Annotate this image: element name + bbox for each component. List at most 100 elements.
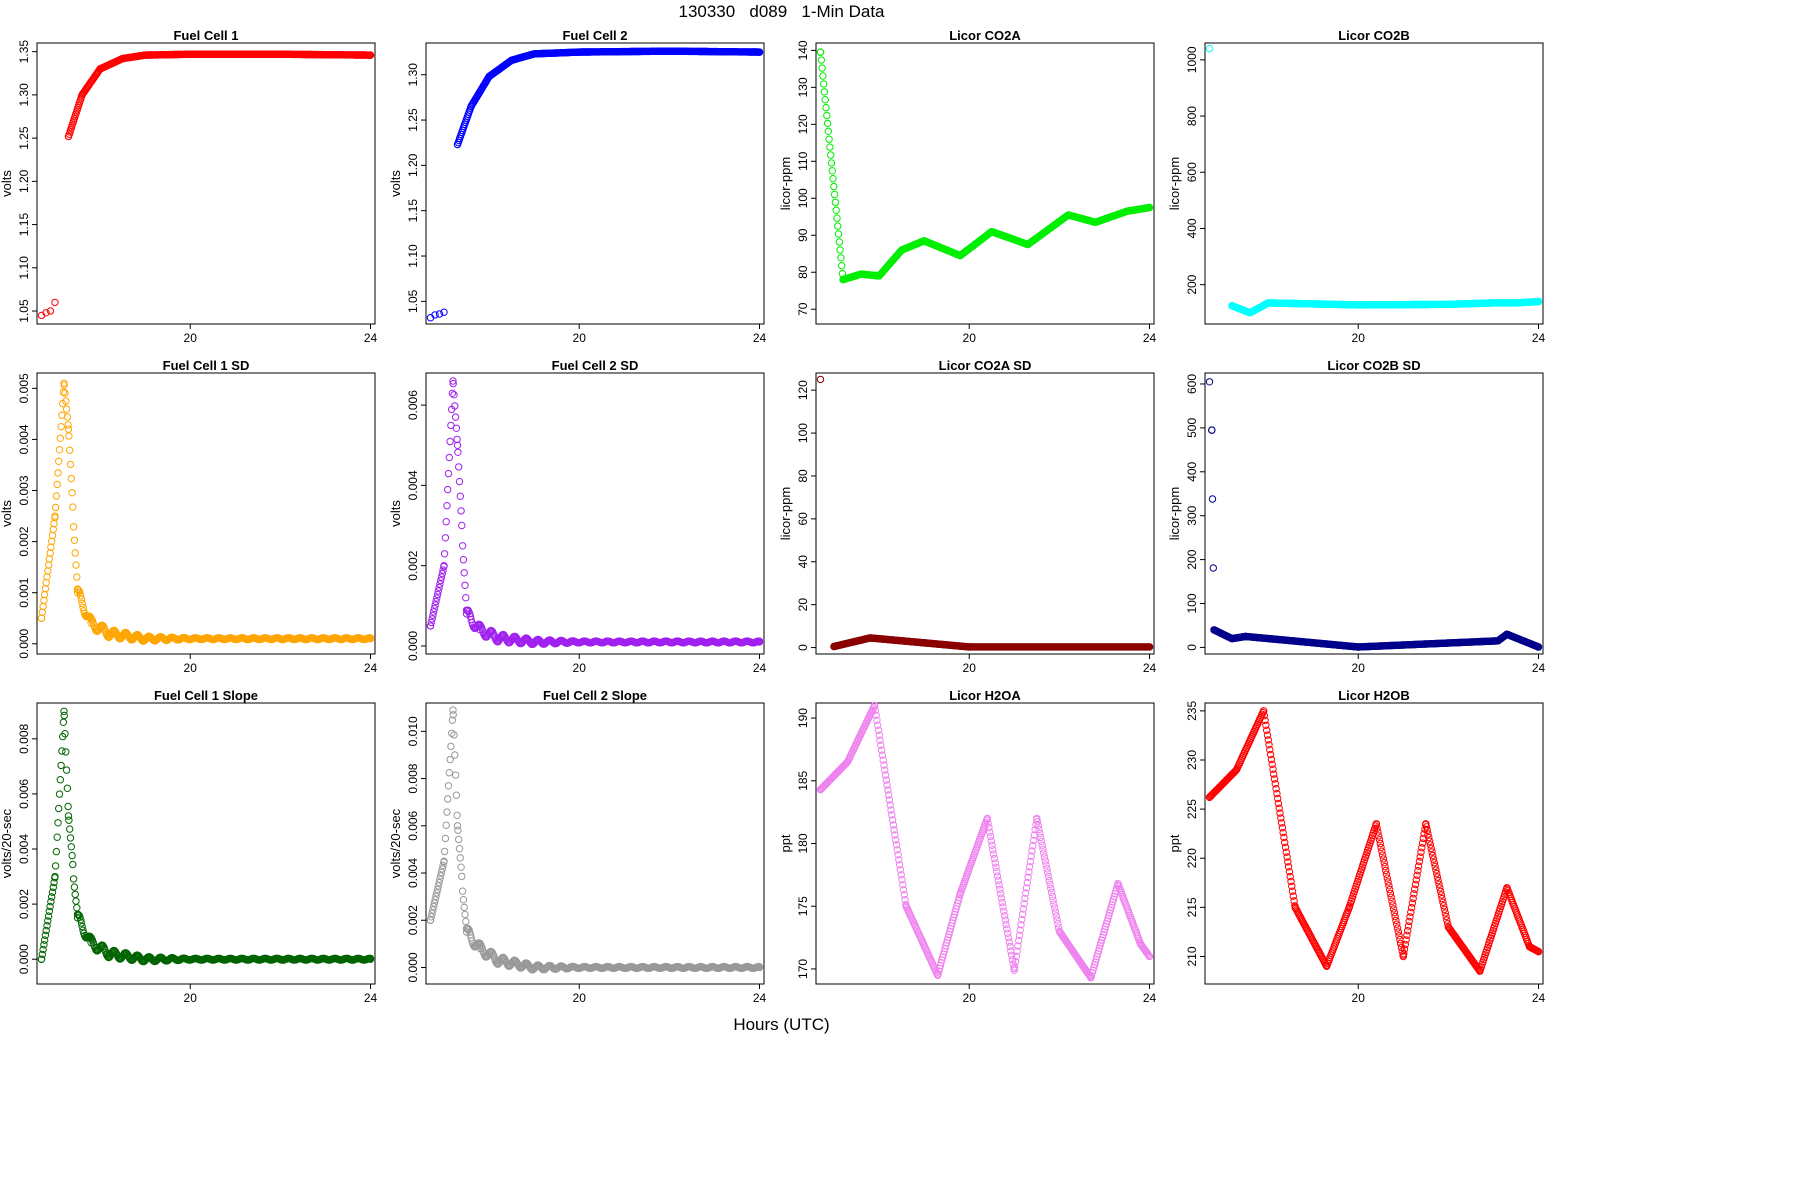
data-point bbox=[44, 567, 52, 575]
data-point bbox=[426, 622, 435, 630]
data-point bbox=[1005, 938, 1013, 946]
data-point bbox=[1145, 951, 1153, 959]
x-tick-label: 20 bbox=[184, 661, 198, 675]
data-point bbox=[823, 119, 832, 128]
chart-title: Licor H2OB bbox=[1338, 688, 1410, 703]
data-point bbox=[998, 898, 1006, 907]
data-point bbox=[73, 904, 81, 912]
data-point bbox=[1016, 926, 1024, 934]
data-point bbox=[822, 103, 830, 112]
data-point bbox=[70, 883, 79, 891]
data-point bbox=[1018, 915, 1026, 924]
data-point bbox=[1208, 495, 1217, 503]
data-point bbox=[42, 926, 50, 935]
data-point bbox=[452, 424, 461, 432]
data-point bbox=[1091, 961, 1099, 969]
data-point bbox=[1054, 920, 1062, 928]
data-point bbox=[426, 916, 435, 924]
data-point bbox=[1015, 936, 1023, 945]
data-point bbox=[58, 747, 66, 755]
data-point bbox=[1012, 952, 1020, 961]
data-point bbox=[444, 795, 452, 803]
data-point bbox=[63, 784, 72, 792]
data-point bbox=[43, 922, 51, 930]
data-point bbox=[899, 881, 907, 889]
data-point bbox=[445, 769, 453, 777]
data-point bbox=[1014, 942, 1022, 950]
x-tick-label: 20 bbox=[184, 331, 198, 345]
data-point bbox=[1000, 912, 1009, 920]
data-point bbox=[439, 566, 447, 574]
y-axis-label: volts bbox=[388, 500, 403, 527]
data-point bbox=[896, 866, 905, 874]
data-point bbox=[1025, 863, 1034, 871]
data-point bbox=[828, 167, 836, 175]
data-point bbox=[41, 584, 50, 593]
y-axis-label: volts bbox=[0, 170, 14, 197]
data-point bbox=[51, 298, 59, 307]
data-point bbox=[1046, 880, 1054, 889]
data-point bbox=[1145, 643, 1154, 651]
data-point bbox=[1007, 947, 1015, 955]
plot-frame bbox=[1204, 702, 1544, 985]
data-point bbox=[428, 909, 436, 918]
data-point bbox=[874, 726, 883, 734]
data-point bbox=[1015, 931, 1024, 940]
data-point bbox=[72, 897, 80, 905]
data-point bbox=[987, 837, 995, 845]
data-point bbox=[870, 701, 879, 710]
data-point bbox=[37, 955, 46, 963]
data-point bbox=[986, 828, 994, 836]
y-tick-label: 140 bbox=[796, 40, 810, 60]
data-point bbox=[451, 402, 459, 410]
data-point bbox=[825, 135, 833, 143]
data-point bbox=[66, 446, 74, 454]
data-point bbox=[1003, 925, 1011, 933]
data-point bbox=[888, 816, 897, 824]
data-point bbox=[40, 941, 48, 949]
y-tick-label: 1.30 bbox=[406, 63, 420, 87]
data-point bbox=[877, 746, 886, 754]
y-tick-label: 0.002 bbox=[17, 526, 31, 556]
data-point bbox=[755, 48, 764, 56]
data-point bbox=[1047, 888, 1056, 896]
data-point bbox=[435, 878, 443, 887]
y-tick-label: 1.35 bbox=[17, 40, 31, 64]
y-tick-label: 300 bbox=[1185, 505, 1199, 525]
data-point bbox=[831, 198, 840, 207]
data-point bbox=[989, 850, 998, 858]
data-point bbox=[819, 72, 827, 80]
y-tick-label: 0.000 bbox=[406, 952, 420, 982]
data-point bbox=[817, 56, 825, 64]
y-tick-label: 230 bbox=[1185, 750, 1199, 770]
data-point bbox=[989, 846, 997, 854]
data-point bbox=[460, 569, 468, 577]
data-point bbox=[77, 595, 86, 604]
data-point bbox=[47, 898, 55, 906]
data-point bbox=[48, 888, 57, 896]
y-tick-label: 110 bbox=[796, 151, 810, 170]
data-point bbox=[448, 729, 456, 737]
data-point bbox=[38, 608, 46, 616]
data-point bbox=[955, 893, 963, 902]
x-tick-label: 24 bbox=[753, 331, 767, 345]
chart-title: Fuel Cell 1 SD bbox=[163, 358, 250, 373]
data-point bbox=[842, 759, 851, 767]
data-point bbox=[1011, 958, 1020, 966]
y-tick-label: 200 bbox=[1185, 274, 1199, 294]
y-tick-label: 100 bbox=[1185, 593, 1199, 613]
data-point bbox=[1004, 934, 1013, 942]
y-axis-label: volts/20-sec bbox=[0, 808, 14, 878]
data-point bbox=[1534, 643, 1543, 651]
data-point bbox=[887, 806, 895, 814]
x-tick-label: 24 bbox=[1532, 661, 1546, 675]
data-point bbox=[64, 812, 73, 820]
data-point bbox=[1011, 963, 1019, 971]
data-point bbox=[1036, 829, 1044, 838]
data-point bbox=[65, 432, 73, 440]
data-point bbox=[77, 916, 85, 924]
data-point bbox=[875, 731, 883, 739]
plot-frame bbox=[815, 372, 1155, 655]
data-point bbox=[49, 883, 57, 892]
